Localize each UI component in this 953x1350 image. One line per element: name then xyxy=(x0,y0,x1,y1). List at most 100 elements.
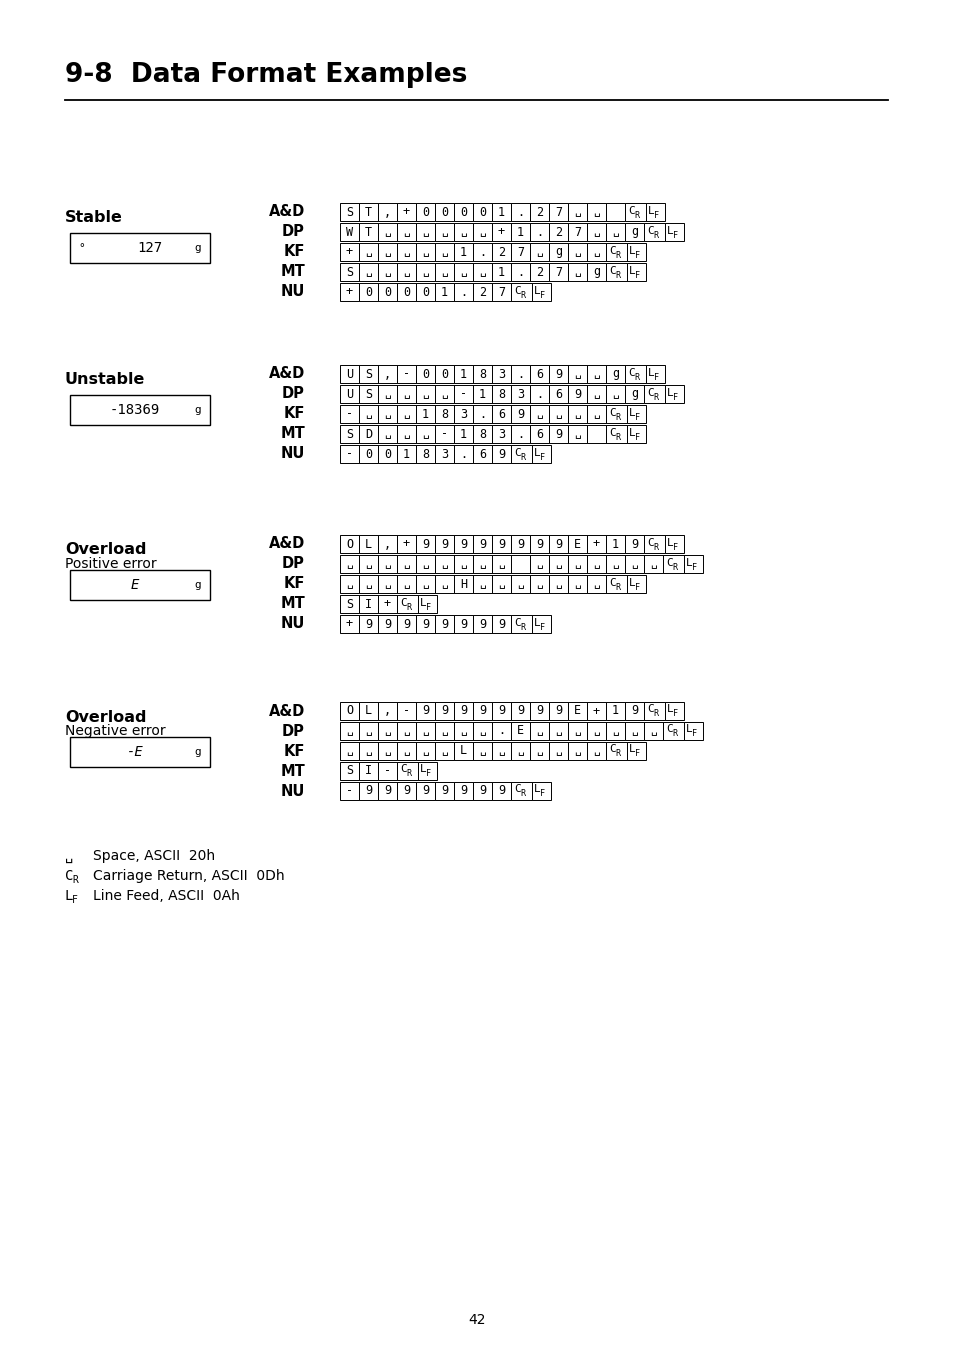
Bar xyxy=(624,202,645,221)
Bar xyxy=(416,284,435,301)
Bar xyxy=(605,425,626,443)
Bar xyxy=(358,702,377,720)
Bar xyxy=(586,575,605,593)
Bar xyxy=(492,616,511,633)
Bar xyxy=(511,202,530,221)
Bar xyxy=(454,743,473,760)
Text: H: H xyxy=(459,578,467,590)
Text: L: L xyxy=(365,705,372,717)
Text: ␣: ␣ xyxy=(384,389,391,400)
Bar xyxy=(567,202,586,221)
Text: g: g xyxy=(593,266,599,278)
Text: 9: 9 xyxy=(383,617,391,630)
Bar xyxy=(416,702,435,720)
Text: °: ° xyxy=(78,243,85,252)
Bar xyxy=(548,263,567,281)
Text: MT: MT xyxy=(280,427,305,441)
Text: g: g xyxy=(611,367,618,381)
Bar xyxy=(454,782,473,801)
Bar xyxy=(473,722,492,740)
Text: ␣: ␣ xyxy=(612,726,618,736)
Bar xyxy=(454,284,473,301)
Text: F: F xyxy=(71,895,78,905)
Text: ␣: ␣ xyxy=(346,579,353,589)
Bar xyxy=(339,425,358,443)
Text: 7: 7 xyxy=(574,225,580,239)
Bar xyxy=(358,364,377,383)
Text: ␣: ␣ xyxy=(593,247,599,256)
Text: C: C xyxy=(608,744,615,755)
Bar xyxy=(605,202,624,221)
Text: ␣: ␣ xyxy=(440,267,447,277)
Bar xyxy=(339,616,358,633)
Bar xyxy=(339,595,358,613)
Text: 9: 9 xyxy=(421,537,429,551)
Bar xyxy=(624,535,643,554)
Text: L: L xyxy=(65,890,73,903)
Bar xyxy=(605,702,624,720)
Bar xyxy=(396,405,416,423)
Bar xyxy=(417,595,436,613)
Bar xyxy=(624,223,643,242)
Text: .: . xyxy=(478,408,485,420)
Text: R: R xyxy=(519,452,524,462)
Text: C: C xyxy=(627,367,634,378)
Text: L: L xyxy=(534,447,540,458)
Bar xyxy=(605,364,624,383)
Text: ␣: ␣ xyxy=(421,726,429,736)
Text: F: F xyxy=(691,729,697,738)
Bar xyxy=(435,446,454,463)
Text: ␣: ␣ xyxy=(649,726,657,736)
Text: R: R xyxy=(652,543,658,552)
Text: C: C xyxy=(608,578,615,587)
Text: 9: 9 xyxy=(478,784,485,798)
Text: Negative error: Negative error xyxy=(65,724,166,738)
Text: .: . xyxy=(497,725,504,737)
Bar xyxy=(416,535,435,554)
Bar xyxy=(454,722,473,740)
Text: ␣: ␣ xyxy=(440,389,447,400)
Text: ␣: ␣ xyxy=(440,579,447,589)
Bar xyxy=(511,702,530,720)
Text: ␣: ␣ xyxy=(384,429,391,439)
Bar xyxy=(435,722,454,740)
Text: 8: 8 xyxy=(478,367,485,381)
Text: 9: 9 xyxy=(630,537,638,551)
Text: ␣: ␣ xyxy=(384,726,391,736)
Bar xyxy=(586,405,605,423)
Text: L: L xyxy=(666,705,673,714)
Text: 1: 1 xyxy=(459,246,467,258)
Bar xyxy=(532,284,551,301)
Bar xyxy=(473,243,492,261)
Bar xyxy=(377,743,396,760)
Text: ␣: ␣ xyxy=(365,726,372,736)
Text: R: R xyxy=(634,373,639,382)
Bar xyxy=(511,535,530,554)
Text: ␣: ␣ xyxy=(612,227,618,238)
Bar xyxy=(358,223,377,242)
Text: g: g xyxy=(194,580,201,590)
Bar xyxy=(530,425,548,443)
Bar xyxy=(586,722,605,740)
Text: ␣: ␣ xyxy=(403,247,410,256)
Bar xyxy=(586,385,605,404)
Text: ␣: ␣ xyxy=(536,747,542,756)
Bar xyxy=(664,702,683,720)
Bar xyxy=(511,446,532,463)
Text: .: . xyxy=(536,387,542,401)
Bar xyxy=(358,722,377,740)
Bar xyxy=(567,385,586,404)
Text: KF: KF xyxy=(283,406,305,421)
Text: 1: 1 xyxy=(459,367,467,381)
Bar xyxy=(664,223,683,242)
Text: ␣: ␣ xyxy=(574,247,580,256)
Bar xyxy=(435,743,454,760)
Text: .: . xyxy=(459,285,467,298)
Bar xyxy=(567,555,586,572)
Text: A&D: A&D xyxy=(269,366,305,382)
Text: 0: 0 xyxy=(459,205,467,219)
Text: ␣: ␣ xyxy=(403,747,410,756)
Bar xyxy=(358,555,377,572)
Bar xyxy=(626,243,645,261)
Text: ␣: ␣ xyxy=(555,579,561,589)
